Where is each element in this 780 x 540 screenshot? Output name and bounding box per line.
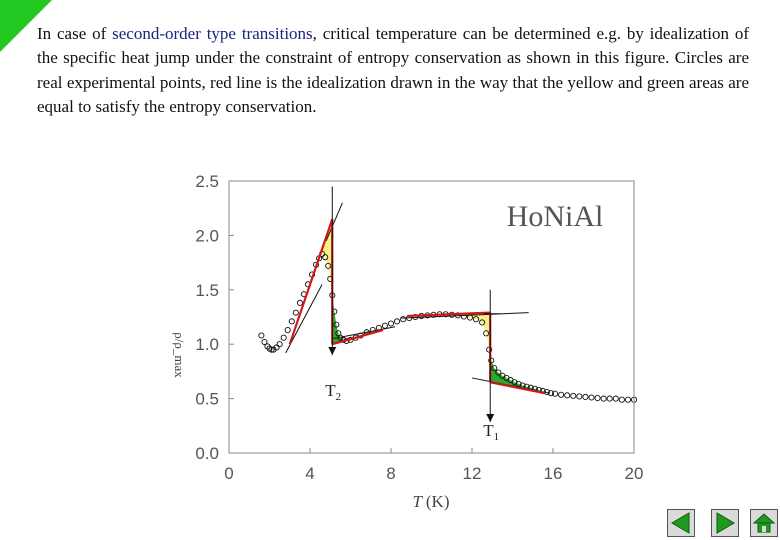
annotation-label-t2: T2 (325, 381, 341, 403)
y-tick-label: 0.5 (195, 390, 219, 409)
data-point (495, 369, 502, 376)
data-point (381, 322, 388, 329)
chart-title: HoNiAl (507, 200, 604, 233)
data-point (472, 316, 480, 323)
data-point (454, 312, 461, 319)
caption-after: , critical temperature can be determined… (37, 24, 749, 117)
data-point (280, 334, 287, 341)
data-point (582, 393, 589, 401)
data-point (394, 318, 401, 325)
forward-button[interactable] (711, 509, 739, 537)
data-point (588, 394, 595, 401)
data-point (479, 319, 486, 326)
y-tick-label: 1.5 (195, 281, 219, 300)
data-point (276, 341, 283, 348)
data-point (618, 396, 625, 403)
y-tick-label: 2.0 (195, 226, 219, 245)
data-point (261, 338, 268, 346)
yellow-area-t2 (322, 219, 333, 296)
guide-line (401, 312, 529, 319)
home-icon (750, 509, 778, 537)
data-point (292, 309, 299, 316)
data-point (570, 392, 577, 399)
red-line-t1-plateau (407, 311, 491, 318)
data-point (612, 395, 619, 402)
data-point (547, 390, 555, 397)
green-area-t2 (332, 295, 371, 345)
data-point (273, 344, 280, 351)
y-tick-label: 0.0 (195, 444, 219, 463)
data-point (624, 396, 631, 403)
data-point (466, 314, 474, 321)
data-point (594, 395, 601, 402)
annotation-label-t1: T1 (483, 421, 499, 443)
guide-line (325, 202, 343, 242)
data-point (515, 380, 522, 387)
y-axis-label: ρ/ρ_max (172, 332, 187, 378)
data-point (333, 321, 340, 328)
data-point (284, 327, 291, 334)
data-point (387, 320, 395, 327)
triangle-right-icon (711, 509, 739, 537)
data-point (511, 379, 518, 386)
red-line-t2-slope (288, 218, 334, 345)
data-point (564, 392, 571, 399)
triangle-left-icon (667, 509, 695, 537)
corner-triangle (0, 0, 52, 52)
data-point (288, 318, 295, 325)
corner-shape (0, 0, 52, 52)
arrow-head-t1 (486, 414, 495, 422)
data-point (576, 393, 583, 400)
data-point (258, 332, 265, 339)
data-point (412, 313, 419, 321)
data-point (558, 391, 565, 398)
data-point (400, 316, 407, 323)
plot-frame (228, 180, 635, 454)
data-point (322, 254, 329, 261)
x-tick-label: 8 (386, 464, 395, 483)
green-area-t1 (490, 355, 539, 392)
back-button[interactable] (667, 509, 695, 537)
caption: In case of second-order type transitions… (37, 22, 749, 120)
x-tick-label: 0 (224, 464, 233, 483)
y-tick-label: 1.0 (195, 335, 219, 354)
data-point (606, 395, 613, 402)
home-button[interactable] (750, 509, 778, 537)
x-tick-label: 20 (625, 464, 644, 483)
yellow-area-t1 (463, 312, 491, 356)
data-point (551, 390, 559, 397)
data-point (325, 262, 332, 269)
caption-before: In case of (37, 24, 113, 43)
x-axis-label: T (K) (412, 492, 449, 511)
arrow-head-t2 (328, 347, 337, 355)
y-tick-label: 2.5 (195, 172, 219, 191)
data-point (296, 299, 303, 306)
data-point (491, 365, 498, 372)
red-line-t2-after (331, 328, 384, 346)
data-point (483, 330, 490, 337)
x-tick-label: 16 (544, 464, 563, 483)
red-line-t1-after (490, 381, 546, 395)
caption-highlight: second-order type transitions (112, 24, 313, 43)
data-point (600, 395, 607, 402)
data-point (268, 346, 275, 353)
x-tick-label: 4 (305, 464, 314, 483)
x-tick-label: 12 (463, 464, 482, 483)
